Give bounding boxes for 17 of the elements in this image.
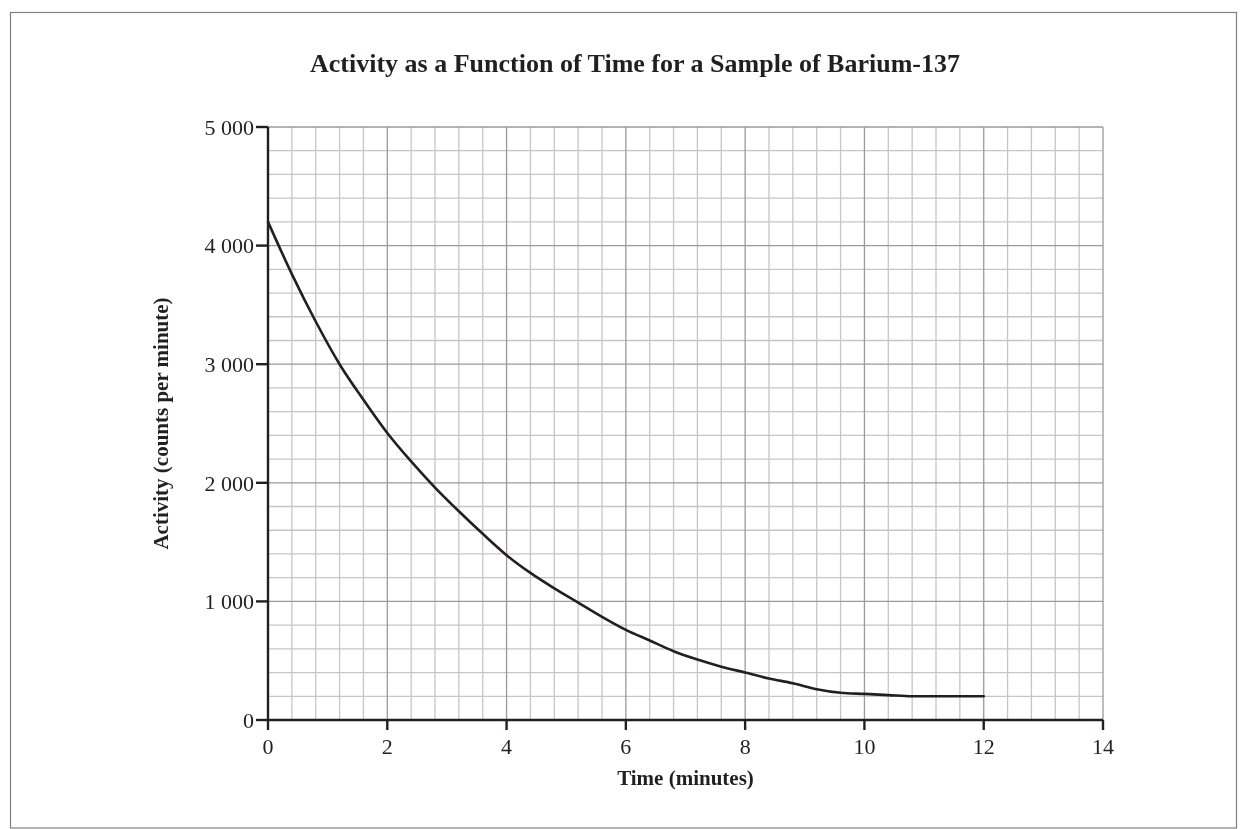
y-axis-title: Activity (counts per minute) bbox=[149, 297, 173, 550]
x-tick-label: 6 bbox=[620, 734, 632, 759]
x-tick-label: 12 bbox=[972, 734, 995, 759]
x-tick-label: 0 bbox=[262, 734, 274, 759]
y-tick-label: 1 000 bbox=[204, 589, 254, 615]
y-tick-label: 5 000 bbox=[204, 114, 254, 140]
y-tick-label: 0 bbox=[243, 707, 254, 733]
x-axis-title: Time (minutes) bbox=[617, 766, 754, 790]
x-tick-label: 14 bbox=[1092, 734, 1114, 759]
x-tick-label: 8 bbox=[739, 734, 751, 759]
x-tick-label: 4 bbox=[501, 734, 513, 759]
chart-title: Activity as a Function of Time for a Sample of Barium-137 bbox=[310, 49, 960, 78]
x-tick-label: 10 bbox=[853, 734, 876, 759]
y-tick-label: 3 000 bbox=[204, 351, 254, 377]
y-tick-label: 2 000 bbox=[204, 470, 254, 496]
y-tick-label: 4 000 bbox=[204, 233, 254, 259]
x-tick-label: 2 bbox=[381, 734, 393, 759]
